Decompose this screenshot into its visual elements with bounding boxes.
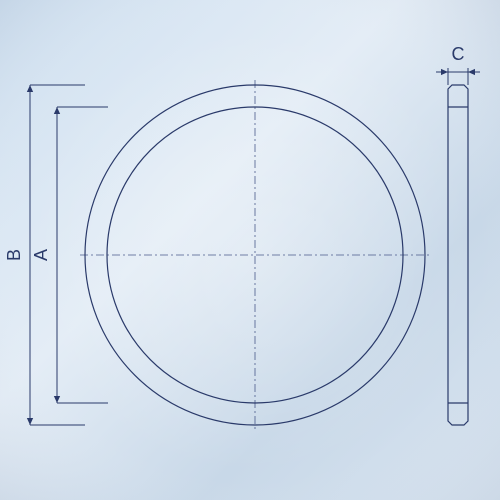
dimension-b-label: B — [4, 249, 24, 261]
dimension-c-label: C — [452, 44, 465, 64]
technical-drawing: B A C — [0, 0, 500, 500]
dimension-a-label: A — [31, 249, 51, 261]
